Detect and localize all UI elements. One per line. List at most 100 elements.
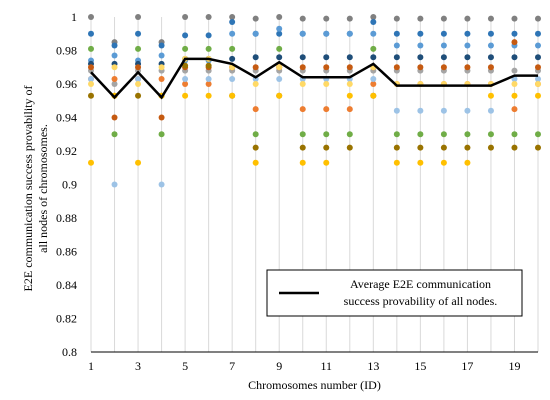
- data-point: [464, 30, 471, 37]
- data-point: [535, 144, 541, 151]
- data-point: [88, 75, 94, 82]
- data-point: [535, 92, 541, 99]
- data-point: [417, 144, 424, 151]
- data-point: [135, 14, 142, 20]
- data-point: [135, 30, 142, 37]
- data-point: [535, 75, 541, 82]
- data-point: [440, 159, 447, 166]
- data-point: [299, 131, 306, 138]
- series-3: [88, 25, 541, 64]
- data-point: [158, 52, 165, 59]
- y-tick-label: 0.86: [56, 245, 77, 259]
- data-point: [205, 75, 212, 82]
- x-tick-label: 5: [182, 359, 188, 373]
- data-point: [88, 159, 94, 166]
- data-point: [252, 81, 259, 87]
- series-11: [88, 75, 541, 188]
- data-point: [205, 92, 212, 99]
- data-point: [346, 131, 353, 138]
- data-point: [135, 81, 142, 87]
- y-tick-label: 0.96: [56, 77, 77, 91]
- y-tick-label: 0.94: [56, 111, 77, 125]
- data-point: [229, 92, 236, 99]
- series-10: [88, 64, 541, 113]
- data-point: [417, 159, 424, 166]
- series-7: [88, 39, 541, 121]
- x-axis-title: Chromosomes number (ID): [248, 378, 381, 392]
- series-9: [88, 92, 541, 166]
- data-point: [158, 64, 165, 71]
- data-point: [276, 54, 283, 61]
- data-point: [393, 15, 400, 22]
- data-point: [182, 14, 189, 20]
- data-point: [88, 14, 94, 20]
- data-point: [323, 64, 330, 71]
- data-point: [535, 30, 541, 37]
- data-point: [299, 64, 306, 71]
- data-point: [535, 81, 541, 87]
- data-point: [88, 81, 94, 87]
- data-point: [464, 15, 471, 22]
- data-point: [535, 54, 541, 61]
- data-point: [487, 30, 494, 37]
- data-point: [417, 107, 424, 114]
- data-point: [417, 131, 424, 138]
- data-point: [487, 131, 494, 138]
- x-tick-label: 7: [229, 359, 235, 373]
- data-point: [323, 106, 330, 113]
- data-point: [346, 15, 353, 22]
- data-point: [393, 64, 400, 71]
- data-point: [440, 131, 447, 138]
- data-point: [111, 64, 118, 71]
- data-point: [252, 159, 259, 166]
- y-tick-label: 0.9: [62, 178, 77, 192]
- x-tick-label: 9: [276, 359, 282, 373]
- y-axis-title-line-2: all nodes of chromosomes.: [36, 124, 50, 253]
- data-point: [346, 106, 353, 113]
- data-point: [299, 54, 306, 61]
- data-point: [535, 15, 541, 22]
- average-line-layer: [90, 57, 538, 100]
- y-tick-label: 0.8: [62, 345, 77, 359]
- data-point: [276, 45, 283, 52]
- x-tick-label: 3: [135, 359, 141, 373]
- data-point: [182, 92, 189, 99]
- series-2: [88, 19, 541, 49]
- data-point: [464, 144, 471, 151]
- data-point: [323, 81, 330, 87]
- data-point: [299, 15, 306, 22]
- data-point: [346, 64, 353, 71]
- data-point: [393, 159, 400, 166]
- data-point: [323, 144, 330, 151]
- data-point: [88, 45, 94, 52]
- data-point: [182, 62, 189, 69]
- data-point: [487, 42, 494, 49]
- data-point: [158, 42, 165, 49]
- data-point: [511, 15, 518, 22]
- data-point: [299, 144, 306, 151]
- series-4: [88, 54, 541, 67]
- data-point: [111, 181, 118, 188]
- data-point: [182, 45, 189, 52]
- data-point: [299, 159, 306, 166]
- data-point: [417, 15, 424, 22]
- data-point: [158, 181, 165, 188]
- y-tick-labels: 0.8 0.82 0.84 0.86 0.88 0.9 0.92 0.94 0.96 0.98 1: [56, 10, 77, 359]
- data-point: [299, 81, 306, 87]
- data-point: [252, 15, 259, 22]
- data-point: [252, 30, 259, 37]
- x-tick-label: 15: [414, 359, 426, 373]
- data-point: [158, 131, 165, 138]
- data-point: [182, 81, 189, 87]
- data-point: [440, 15, 447, 22]
- x-tick-label: 1: [88, 359, 94, 373]
- data-point: [252, 54, 259, 61]
- data-point: [370, 30, 377, 37]
- data-point: [323, 131, 330, 138]
- data-point: [205, 45, 212, 52]
- data-point: [511, 30, 518, 37]
- data-point: [393, 54, 400, 61]
- data-point: [370, 92, 377, 99]
- data-point: [417, 42, 424, 49]
